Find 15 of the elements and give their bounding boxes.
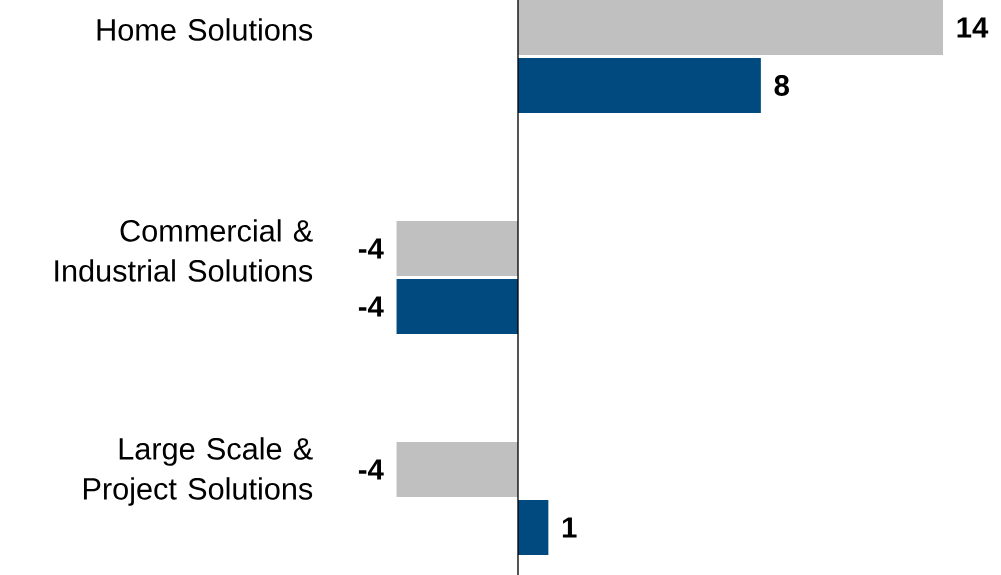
bar	[396, 221, 518, 276]
bar	[396, 442, 518, 497]
bar	[396, 279, 518, 334]
y-tick-label: Large Scale & Project Solutions	[83, 437, 313, 506]
bar	[517, 499, 549, 555]
data-label: -4	[358, 459, 384, 480]
y-tick-label: Commercial & Industrial Solutions	[55, 219, 313, 282]
y-tick-label: Home Solutions	[97, 18, 313, 41]
bar	[517, 58, 761, 113]
data-label: 14	[957, 17, 989, 38]
data-label: 8	[774, 75, 789, 96]
data-label: -4	[358, 238, 384, 259]
bar	[517, 0, 944, 55]
data-label: -4	[358, 296, 384, 317]
data-label: 1	[562, 517, 577, 538]
